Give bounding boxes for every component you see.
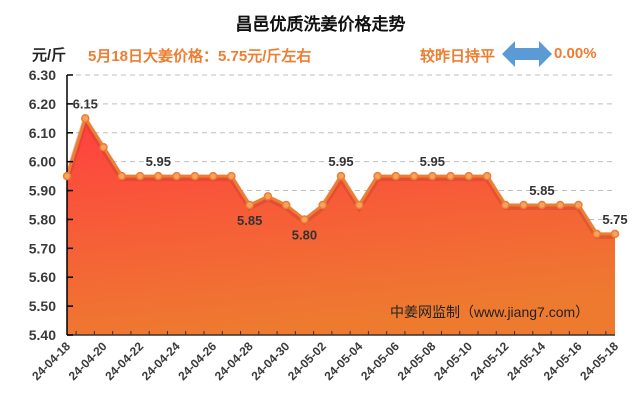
svg-text:24-04-20: 24-04-20	[66, 339, 110, 383]
svg-text:5.80: 5.80	[29, 211, 56, 227]
svg-text:24-05-14: 24-05-14	[504, 339, 548, 383]
svg-text:24-05-04: 24-05-04	[322, 339, 366, 383]
data-label: 5.95	[328, 154, 353, 169]
svg-text:24-05-12: 24-05-12	[468, 339, 512, 383]
axes	[66, 75, 615, 336]
svg-text:5.90: 5.90	[29, 183, 56, 199]
data-point	[446, 171, 455, 181]
svg-text:5.70: 5.70	[29, 240, 56, 256]
data-point	[263, 192, 273, 201]
svg-text:6.20: 6.20	[29, 96, 56, 112]
data-point	[135, 171, 145, 181]
data-point	[281, 200, 291, 210]
svg-text:24-04-30: 24-04-30	[248, 339, 292, 383]
data-point	[428, 171, 437, 181]
svg-text:6.30: 6.30	[29, 67, 56, 83]
svg-text:5.50: 5.50	[29, 298, 56, 314]
svg-text:5.40: 5.40	[29, 327, 56, 343]
data-point	[391, 171, 401, 181]
change-percent: 0.00%	[554, 45, 597, 62]
svg-text:5.60: 5.60	[29, 269, 56, 285]
data-label: 5.85	[529, 183, 554, 198]
svg-text:6.10: 6.10	[29, 125, 56, 141]
svg-text:24-04-28: 24-04-28	[212, 339, 256, 383]
data-point	[409, 171, 419, 181]
data-point	[227, 171, 236, 181]
data-point	[574, 200, 583, 210]
chart-title: 昌邑优质洗姜价格走势	[235, 15, 406, 34]
svg-text:6.00: 6.00	[29, 154, 56, 170]
price-info: 5月18日大姜价格：5.75元/斤左右	[88, 48, 312, 65]
data-point	[245, 200, 254, 210]
svg-text:24-05-02: 24-05-02	[285, 339, 329, 383]
data-point	[482, 171, 492, 181]
data-point	[555, 200, 565, 210]
data-point	[501, 200, 510, 210]
data-label: 6.15	[73, 96, 98, 111]
svg-text:24-04-18: 24-04-18	[29, 339, 73, 383]
data-label: 5.95	[146, 154, 171, 169]
svg-text:24-04-24: 24-04-24	[139, 339, 183, 383]
data-label: 5.95	[420, 154, 445, 169]
data-points	[62, 114, 620, 239]
data-point	[355, 200, 364, 210]
data-point	[519, 200, 528, 210]
watermark: 中姜网监制（www.jiang7.com）	[390, 304, 590, 320]
data-point	[318, 200, 327, 210]
data-point	[537, 200, 547, 210]
data-point	[610, 229, 620, 239]
data-point	[592, 229, 601, 239]
data-point	[117, 171, 127, 181]
data-point	[190, 171, 200, 181]
svg-text:24-05-06: 24-05-06	[358, 339, 402, 383]
data-label: 5.75	[602, 212, 627, 227]
data-point	[208, 171, 218, 181]
svg-text:24-05-18: 24-05-18	[577, 339, 621, 383]
data-point	[99, 142, 108, 152]
svg-text:24-05-16: 24-05-16	[541, 339, 585, 383]
data-point	[336, 171, 346, 181]
double-arrow-icon	[502, 41, 552, 72]
data-point	[172, 171, 181, 181]
svg-text:24-04-22: 24-04-22	[102, 339, 146, 383]
data-point	[62, 171, 72, 181]
data-labels: 6.15 5.95 5.85 5.80 5.95 5.95 5.85 5.75	[73, 96, 628, 242]
svg-text:24-05-10: 24-05-10	[431, 339, 475, 383]
data-point	[300, 215, 309, 224]
data-label: 5.85	[237, 213, 262, 228]
data-point	[373, 171, 382, 181]
y-axis-unit: 元/斤	[32, 47, 67, 64]
svg-text:24-05-08: 24-05-08	[395, 339, 439, 383]
data-label: 5.80	[292, 227, 317, 242]
data-point	[464, 171, 474, 181]
svg-text:24-04-26: 24-04-26	[175, 339, 219, 383]
data-point	[81, 114, 90, 123]
compare-text: 较昨日持平	[420, 48, 496, 65]
data-point	[154, 171, 163, 181]
y-axis-ticks: 6.30 6.20 6.10 6.00 5.90 5.80 5.70 5.60 5.50 5.40	[29, 67, 73, 343]
x-axis-ticks: 24-04-1824-04-2024-04-2224-04-2424-04-26…	[29, 331, 621, 383]
